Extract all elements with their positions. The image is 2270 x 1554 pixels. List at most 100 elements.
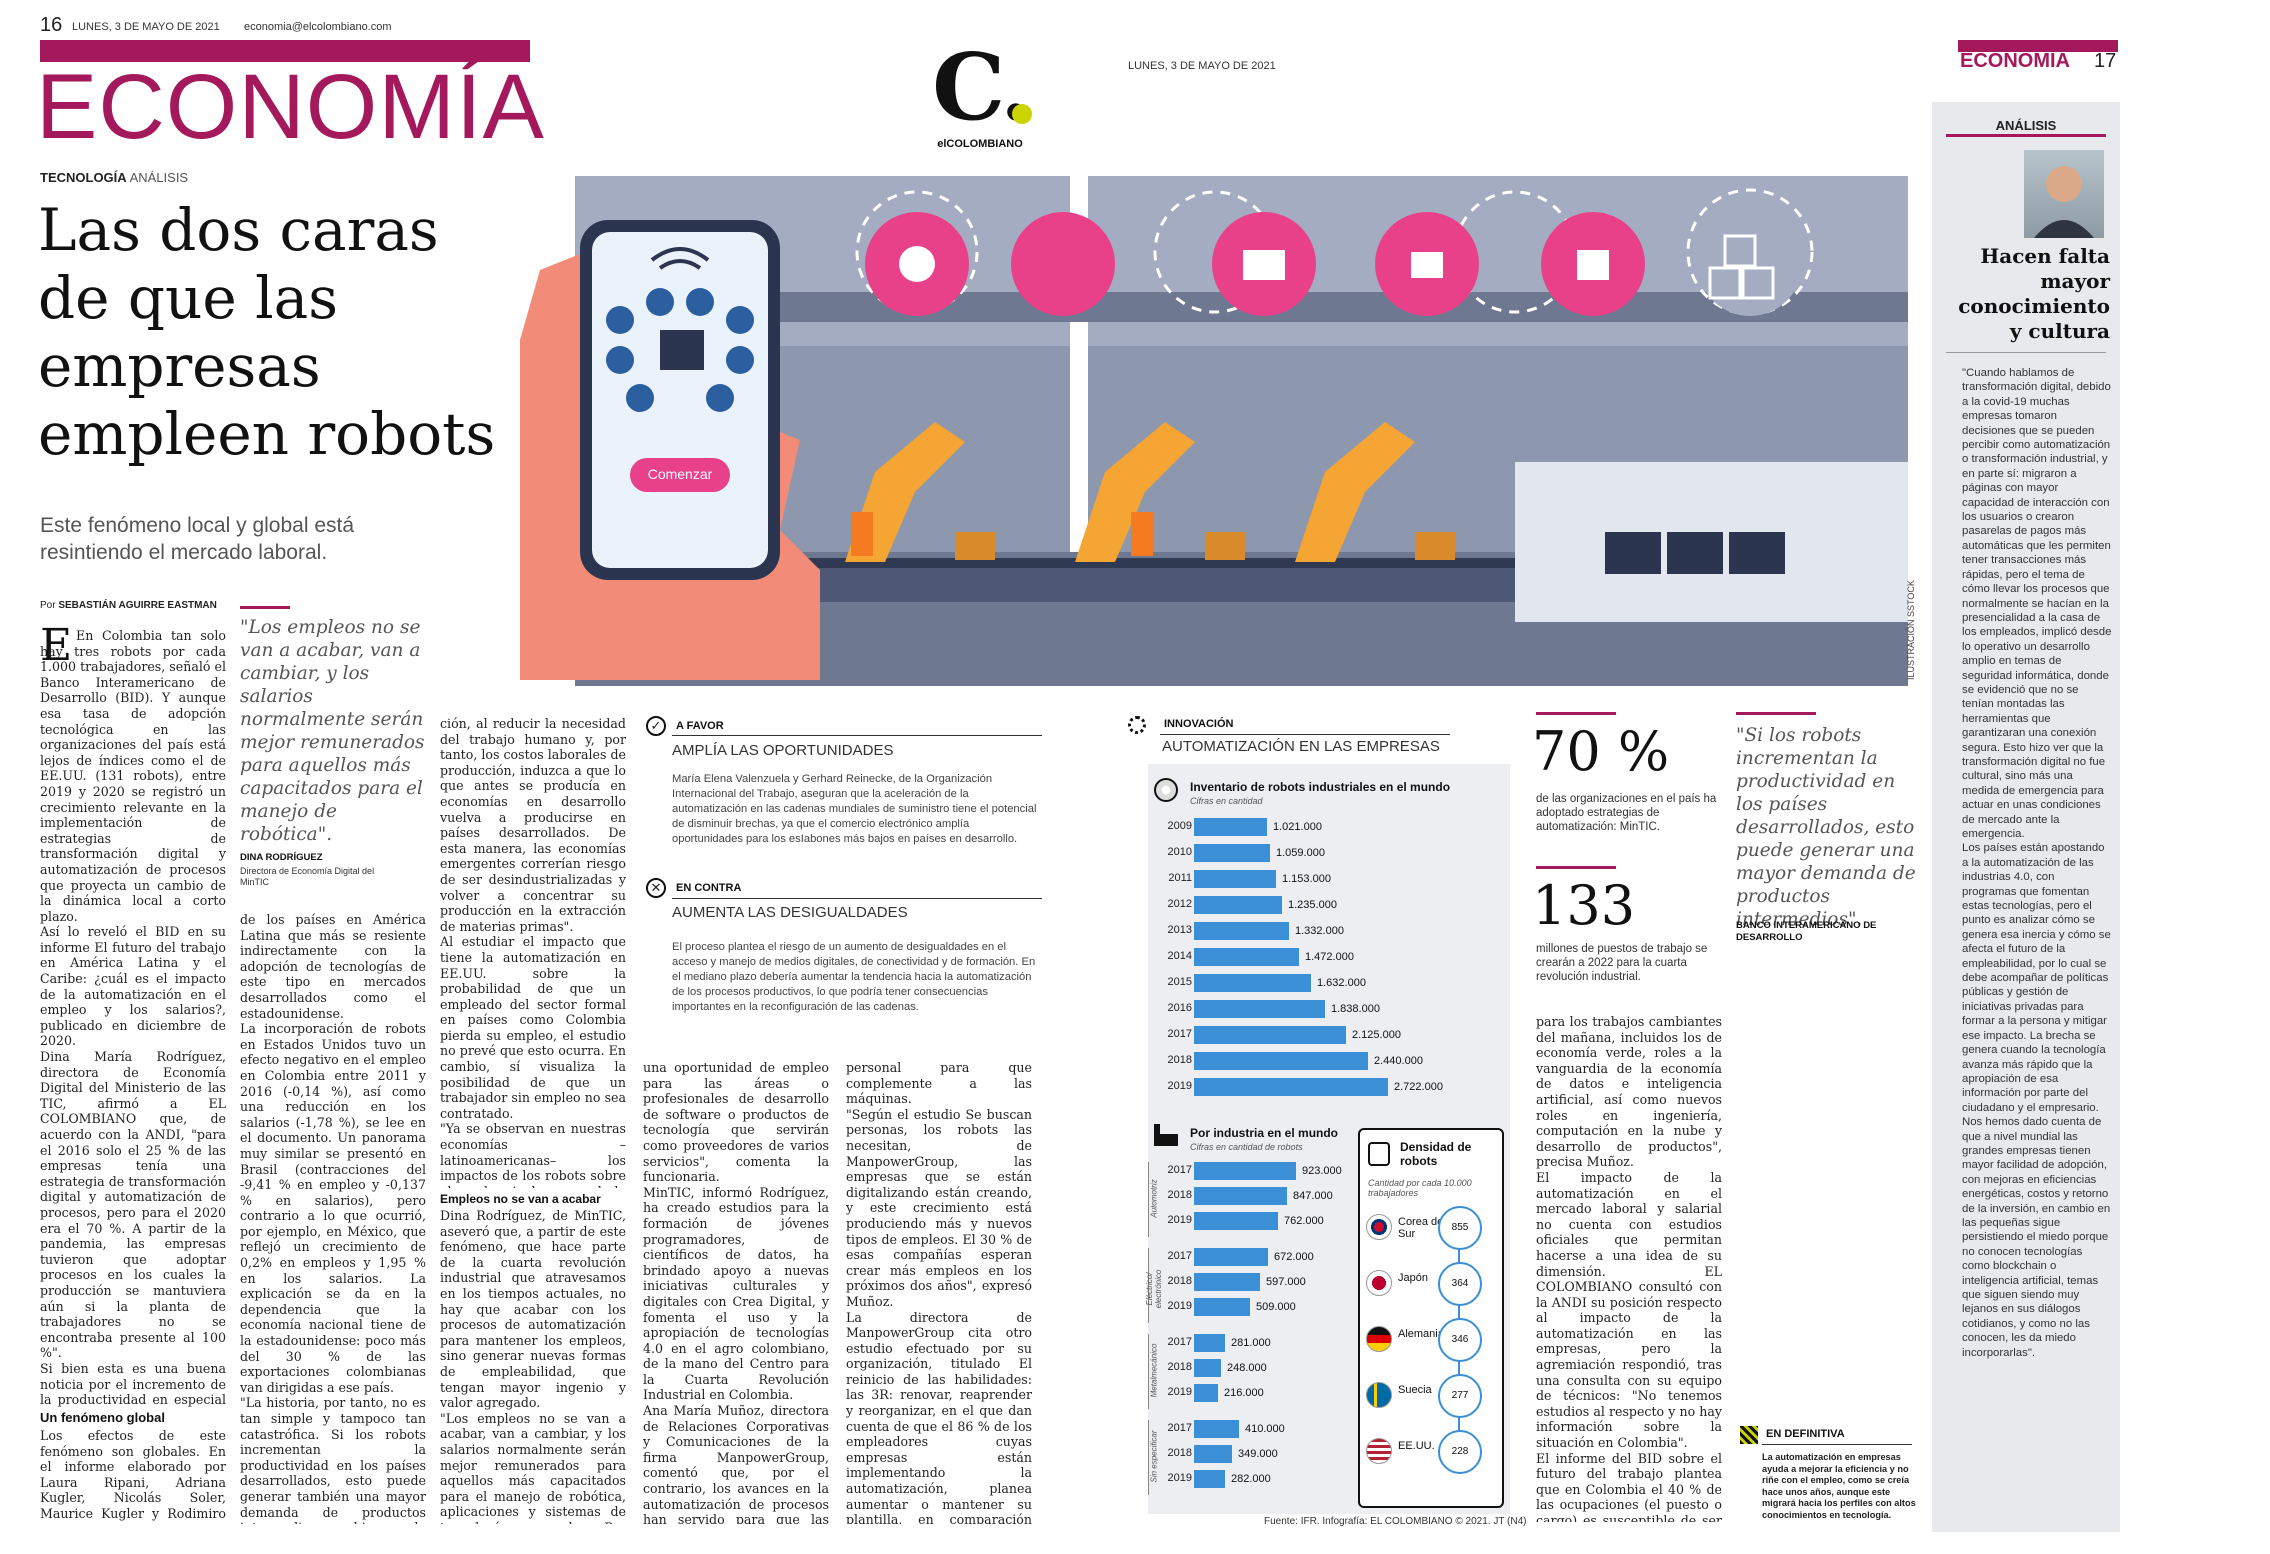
chart1-year-label: 2014 bbox=[1167, 950, 1192, 962]
quote-left-author: DINA RODRÍGUEZ bbox=[240, 852, 323, 863]
source-note: Fuente: IFR. Infografía: EL COLOMBIANO ©… bbox=[1264, 1516, 1527, 1527]
analysis-title: Hacen falta mayor conocimiento y cultura bbox=[1958, 244, 2110, 343]
section-bar-left bbox=[40, 40, 530, 62]
chart1-bar bbox=[1194, 1000, 1325, 1018]
chart3-country-label: EE.UU. bbox=[1398, 1440, 1435, 1452]
innovation-rule bbox=[1160, 734, 1450, 735]
person-icon bbox=[2034, 166, 2094, 238]
chart1-value-label: 1.472.000 bbox=[1305, 951, 1354, 963]
chart1-year-label: 2010 bbox=[1167, 846, 1192, 858]
chart1: 2009 1.021.000 2010 1.059.000 2011 1.153.000 2… bbox=[1148, 812, 1510, 1102]
innovation-title: AUTOMATIZACIÓN EN LAS EMPRESAS bbox=[1162, 738, 1440, 755]
start-button-label: Comenzar bbox=[647, 466, 713, 482]
stat2-rule bbox=[1536, 866, 1616, 869]
chart3-value-label: 364 bbox=[1451, 1278, 1469, 1289]
chart1-value-label: 2.125.000 bbox=[1352, 1029, 1401, 1041]
byline-author: SEBASTIÁN AGUIRRE EASTMAN bbox=[58, 600, 217, 611]
chart3-circle bbox=[1438, 1374, 1482, 1418]
chart2-bar bbox=[1194, 1187, 1287, 1205]
chart1-value-label: 1.332.000 bbox=[1295, 925, 1344, 937]
chart2-bar bbox=[1194, 1162, 1296, 1180]
favor-text: María Elena Valenzuela y Gerhard Reineck… bbox=[672, 773, 1037, 845]
chart3-flag-icon bbox=[1366, 1382, 1392, 1408]
chart2-group-rule bbox=[1148, 1334, 1149, 1409]
robot-icon bbox=[1368, 1142, 1390, 1166]
chart2-year-label: 2018 bbox=[1167, 1189, 1192, 1201]
chart3-circle bbox=[1438, 1206, 1482, 1250]
chart2-year-label: 2017 bbox=[1167, 1164, 1192, 1176]
chart2-year-label: 2019 bbox=[1167, 1300, 1192, 1312]
chart2-year-label: 2018 bbox=[1167, 1447, 1192, 1459]
chart1-subtitle: Cifras en cantidad bbox=[1190, 796, 1263, 806]
quote-left-rule bbox=[240, 606, 290, 609]
chart2-bar bbox=[1194, 1470, 1225, 1488]
chart1-bar bbox=[1194, 1026, 1346, 1044]
quote-left-role: Directora de Economía Digital del MinTIC bbox=[240, 866, 375, 887]
chart2-value-label: 509.000 bbox=[1256, 1301, 1296, 1313]
chart1-bar bbox=[1194, 922, 1289, 940]
stat2-value: 133 bbox=[1532, 874, 1636, 937]
chart3-title: Densidad de robots bbox=[1400, 1140, 1472, 1168]
chart2-year-label: 2017 bbox=[1167, 1336, 1192, 1348]
subhead-global: Un fenómeno global bbox=[40, 1410, 165, 1425]
chart1-value-label: 1.021.000 bbox=[1273, 821, 1322, 833]
chart3-circle bbox=[1438, 1262, 1482, 1306]
chart1-title: Inventario de robots industriales en el … bbox=[1190, 780, 1451, 794]
left-page-number: 16 bbox=[40, 14, 63, 36]
chart1-year-label: 2012 bbox=[1167, 898, 1192, 910]
illustration-credit: ILUSTRACIÓN SSTOCK bbox=[1906, 580, 1916, 680]
phone-hand: Comenzar bbox=[520, 210, 820, 680]
logo-name: elCOLOMBIANO bbox=[937, 138, 1023, 150]
body-col-1b: Los efectos de este fenómeno son globale… bbox=[40, 1428, 226, 1524]
logo: C. elCOLOMBIANO bbox=[920, 41, 1040, 150]
headline: Las dos caras de que las empresas emplee… bbox=[38, 196, 496, 468]
chart3-flag-icon bbox=[1366, 1214, 1392, 1240]
factory-icon bbox=[1154, 1124, 1178, 1146]
chart3-country-label: Suecia bbox=[1398, 1384, 1432, 1396]
chart3-subtitle: Cantidad por cada 10.000 trabajadores bbox=[1368, 1178, 1472, 1198]
chart2-bar bbox=[1194, 1384, 1218, 1402]
right-page-number: 17 bbox=[2094, 50, 2117, 72]
chart2-value-label: 282.000 bbox=[1231, 1473, 1271, 1485]
chart2-bar bbox=[1194, 1420, 1239, 1438]
chart1-year-label: 2018 bbox=[1167, 1054, 1192, 1066]
section-bar-right bbox=[1958, 40, 2118, 52]
chart2-value-label: 597.000 bbox=[1266, 1276, 1306, 1288]
contra-icon: ✕ bbox=[646, 878, 666, 898]
stat1-rule bbox=[1536, 712, 1616, 715]
chart2-bar bbox=[1194, 1248, 1268, 1266]
analysis-rule bbox=[1946, 134, 2106, 137]
body-col-6: para los trabajos cambiantes del mañana,… bbox=[1536, 1014, 1722, 1522]
chart3-circle bbox=[1438, 1430, 1482, 1474]
chart1-value-label: 2.440.000 bbox=[1374, 1055, 1423, 1067]
chart1-bar bbox=[1194, 844, 1270, 862]
chart2-bar bbox=[1194, 1334, 1225, 1352]
globe-icon bbox=[1154, 778, 1178, 802]
chart3-country-label: Corea del Sur bbox=[1398, 1216, 1446, 1240]
chart2-year-label: 2019 bbox=[1167, 1214, 1192, 1226]
stat1-value: 70 % bbox=[1532, 720, 1670, 783]
logo-dot-icon bbox=[1012, 104, 1032, 124]
chart1-year-label: 2016 bbox=[1167, 1002, 1192, 1014]
chart2-value-label: 281.000 bbox=[1231, 1337, 1271, 1349]
chart1-value-label: 1.059.000 bbox=[1276, 847, 1325, 859]
chart1-year-label: 2013 bbox=[1167, 924, 1192, 936]
chart2-value-label: 349.000 bbox=[1238, 1448, 1278, 1460]
analysis-title-rule bbox=[1946, 352, 2106, 353]
body-col-5: personal para que complemente a las máqu… bbox=[846, 1060, 1032, 1524]
chart1-year-label: 2017 bbox=[1167, 1028, 1192, 1040]
favor-icon: ✓ bbox=[646, 716, 666, 736]
right-section-title: ECONOMÍA bbox=[1960, 50, 2070, 72]
body-col-1: En Colombia tan solo hay tres robots por… bbox=[40, 628, 226, 1408]
chart3-flag-icon bbox=[1366, 1270, 1392, 1296]
quote-right-author: BANCO INTERAMERICANO DE DESARROLLO bbox=[1736, 920, 1877, 943]
chart3-value-label: 855 bbox=[1451, 1222, 1469, 1233]
chart1-value-label: 2.722.000 bbox=[1394, 1081, 1443, 1093]
chart1-value-label: 1.235.000 bbox=[1288, 899, 1337, 911]
left-email: economia@elcolombiano.com bbox=[244, 21, 392, 33]
right-date: LUNES, 3 DE MAYO DE 2021 bbox=[1128, 60, 1276, 72]
chart1-bar bbox=[1194, 896, 1282, 914]
subhead-empleos: Empleos no se van a acabar bbox=[440, 1192, 601, 1206]
chart2-bar bbox=[1194, 1212, 1278, 1230]
chart2-value-label: 410.000 bbox=[1245, 1423, 1285, 1435]
